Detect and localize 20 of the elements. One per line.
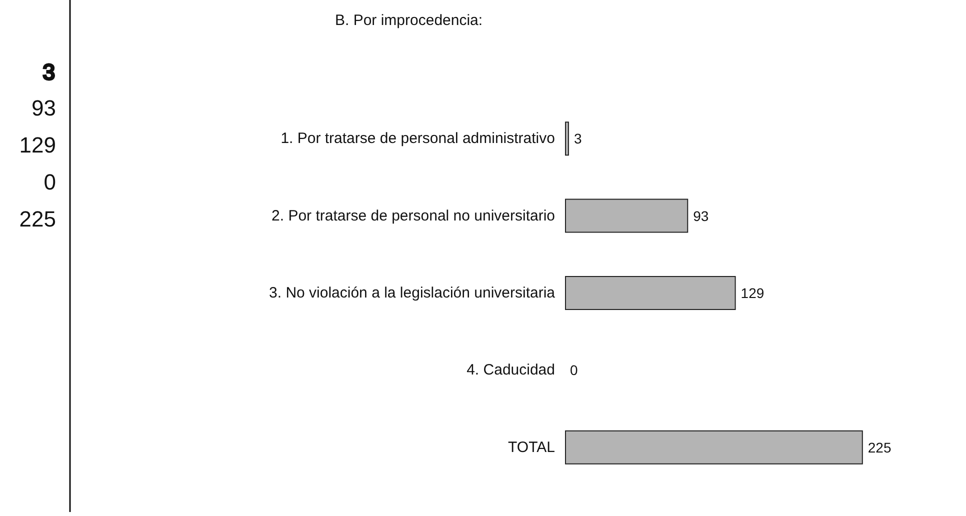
text: 0 [44,170,56,194]
y-tick-label: 1. Por tratarse de personal administrativo [280,130,555,148]
bar [565,430,863,464]
data-label: 129 [740,285,764,301]
bar [565,122,569,156]
data-label: 225 [868,439,892,456]
bar [565,198,688,233]
data-label: 3 [574,130,582,147]
y-tick-label: 3. No violación a la legislación universitaria [269,284,556,302]
y-tick-label: 2. Por tratarse de personal no universitario [272,207,555,224]
text: 225 [19,206,56,232]
data-label: 0 [570,362,578,378]
text: 93 [32,96,56,120]
data-label: 93 [693,208,709,224]
y-tick-label: TOTAL [508,438,555,456]
text: 3 [42,60,55,84]
text: 129 [19,132,56,158]
text: B. Por improcedencia: [335,12,483,29]
y-tick-label: 4. Caducidad [466,362,555,379]
bar [565,276,736,310]
